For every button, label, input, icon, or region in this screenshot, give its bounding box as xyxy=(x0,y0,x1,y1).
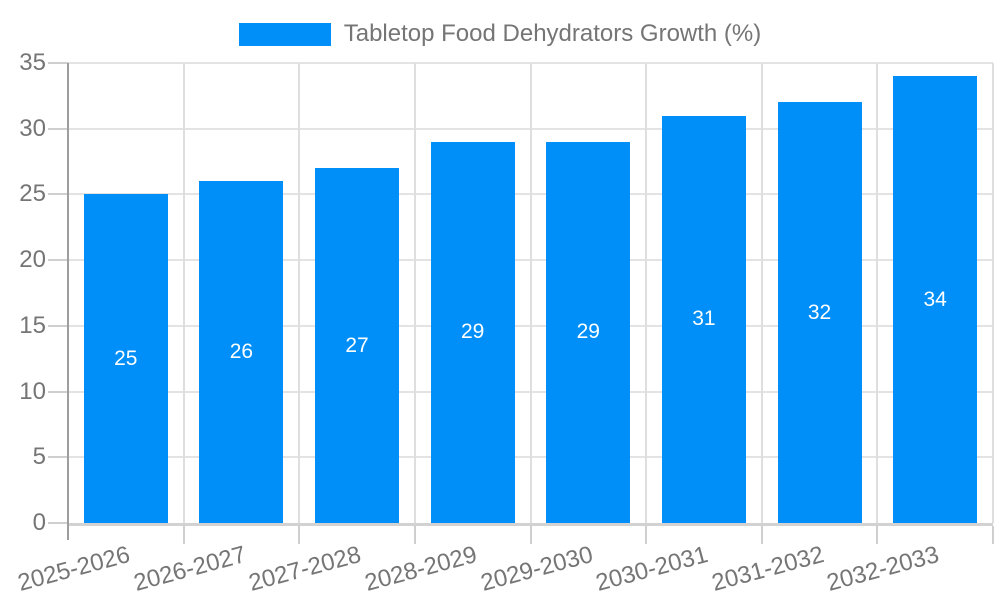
bar-value-label: 29 xyxy=(576,320,600,344)
x-tick-label: 2027-2028 xyxy=(246,541,365,597)
bar[interactable]: 32 xyxy=(777,102,862,523)
x-tick-label: 2025-2026 xyxy=(14,541,133,597)
x-axis-baseline xyxy=(68,523,993,526)
vertical-gridline xyxy=(992,63,994,523)
bar-value-label: 29 xyxy=(461,320,485,344)
y-tick-label: 15 xyxy=(19,311,46,339)
bar-value-label: 25 xyxy=(114,346,138,370)
x-tick-label: 2030-2031 xyxy=(593,541,711,597)
x-tick-label: 2032-2033 xyxy=(824,541,943,597)
legend-label: Tabletop Food Dehydrators Growth (%) xyxy=(343,20,762,47)
y-tick-label: 0 xyxy=(32,509,46,536)
x-tick-label: 2028-2029 xyxy=(361,541,480,597)
x-axis-tick xyxy=(529,526,532,544)
y-axis-tick xyxy=(48,193,68,196)
x-tick-label: 2026-2027 xyxy=(130,541,249,597)
x-axis-tick xyxy=(876,526,879,544)
y-tick-label: 10 xyxy=(19,377,46,405)
x-axis-tick xyxy=(298,526,301,544)
vertical-gridline xyxy=(529,63,532,523)
y-axis-tick xyxy=(48,390,68,393)
y-tick-label: 25 xyxy=(19,180,46,208)
y-tick-label: 30 xyxy=(19,114,46,142)
x-tick-label: 2029-2030 xyxy=(477,541,596,597)
bar[interactable]: 34 xyxy=(893,76,978,523)
bar-value-label: 32 xyxy=(807,300,832,324)
bar[interactable]: 25 xyxy=(83,194,168,523)
bar[interactable]: 27 xyxy=(315,168,400,523)
vertical-gridline xyxy=(645,63,648,523)
y-axis-tick xyxy=(48,127,68,130)
plot-area: 0 5 10 15 20 25 30 35 25 2025-2026 26 2026-2027 27 20… xyxy=(15,49,994,597)
x-axis-tick xyxy=(992,526,994,544)
vertical-gridline xyxy=(876,63,879,523)
bar-value-label: 26 xyxy=(229,340,254,364)
bar-value-label: 31 xyxy=(692,307,716,331)
y-axis-line xyxy=(67,63,69,540)
x-axis-tick xyxy=(760,526,763,544)
y-axis-tick xyxy=(48,259,68,262)
vertical-gridline xyxy=(760,63,763,523)
y-axis-tick xyxy=(48,522,68,524)
y-tick-label: 35 xyxy=(19,49,46,76)
legend-item[interactable]: Tabletop Food Dehydrators Growth (%) xyxy=(238,20,762,48)
x-tick-label: 2031-2032 xyxy=(708,541,827,597)
vertical-gridline xyxy=(182,63,185,523)
y-axis-tick xyxy=(48,456,68,459)
vertical-gridline xyxy=(413,63,416,523)
legend-swatch xyxy=(238,22,331,46)
y-axis-tick xyxy=(48,324,68,327)
bar-value-label: 34 xyxy=(923,287,947,311)
x-axis-tick xyxy=(182,526,185,544)
bar[interactable]: 29 xyxy=(430,141,515,523)
y-tick-label: 20 xyxy=(19,246,46,274)
y-tick-label: 5 xyxy=(32,443,46,471)
bar[interactable]: 26 xyxy=(199,181,284,523)
legend: Tabletop Food Dehydrators Growth (%) xyxy=(0,20,1000,48)
x-axis-tick xyxy=(645,526,648,544)
bar[interactable]: 29 xyxy=(546,141,631,523)
x-axis-tick xyxy=(413,526,416,544)
bar-value-label: 27 xyxy=(345,333,369,357)
vertical-gridline xyxy=(298,63,301,523)
bar[interactable]: 31 xyxy=(661,115,746,523)
y-axis-tick xyxy=(48,62,68,64)
